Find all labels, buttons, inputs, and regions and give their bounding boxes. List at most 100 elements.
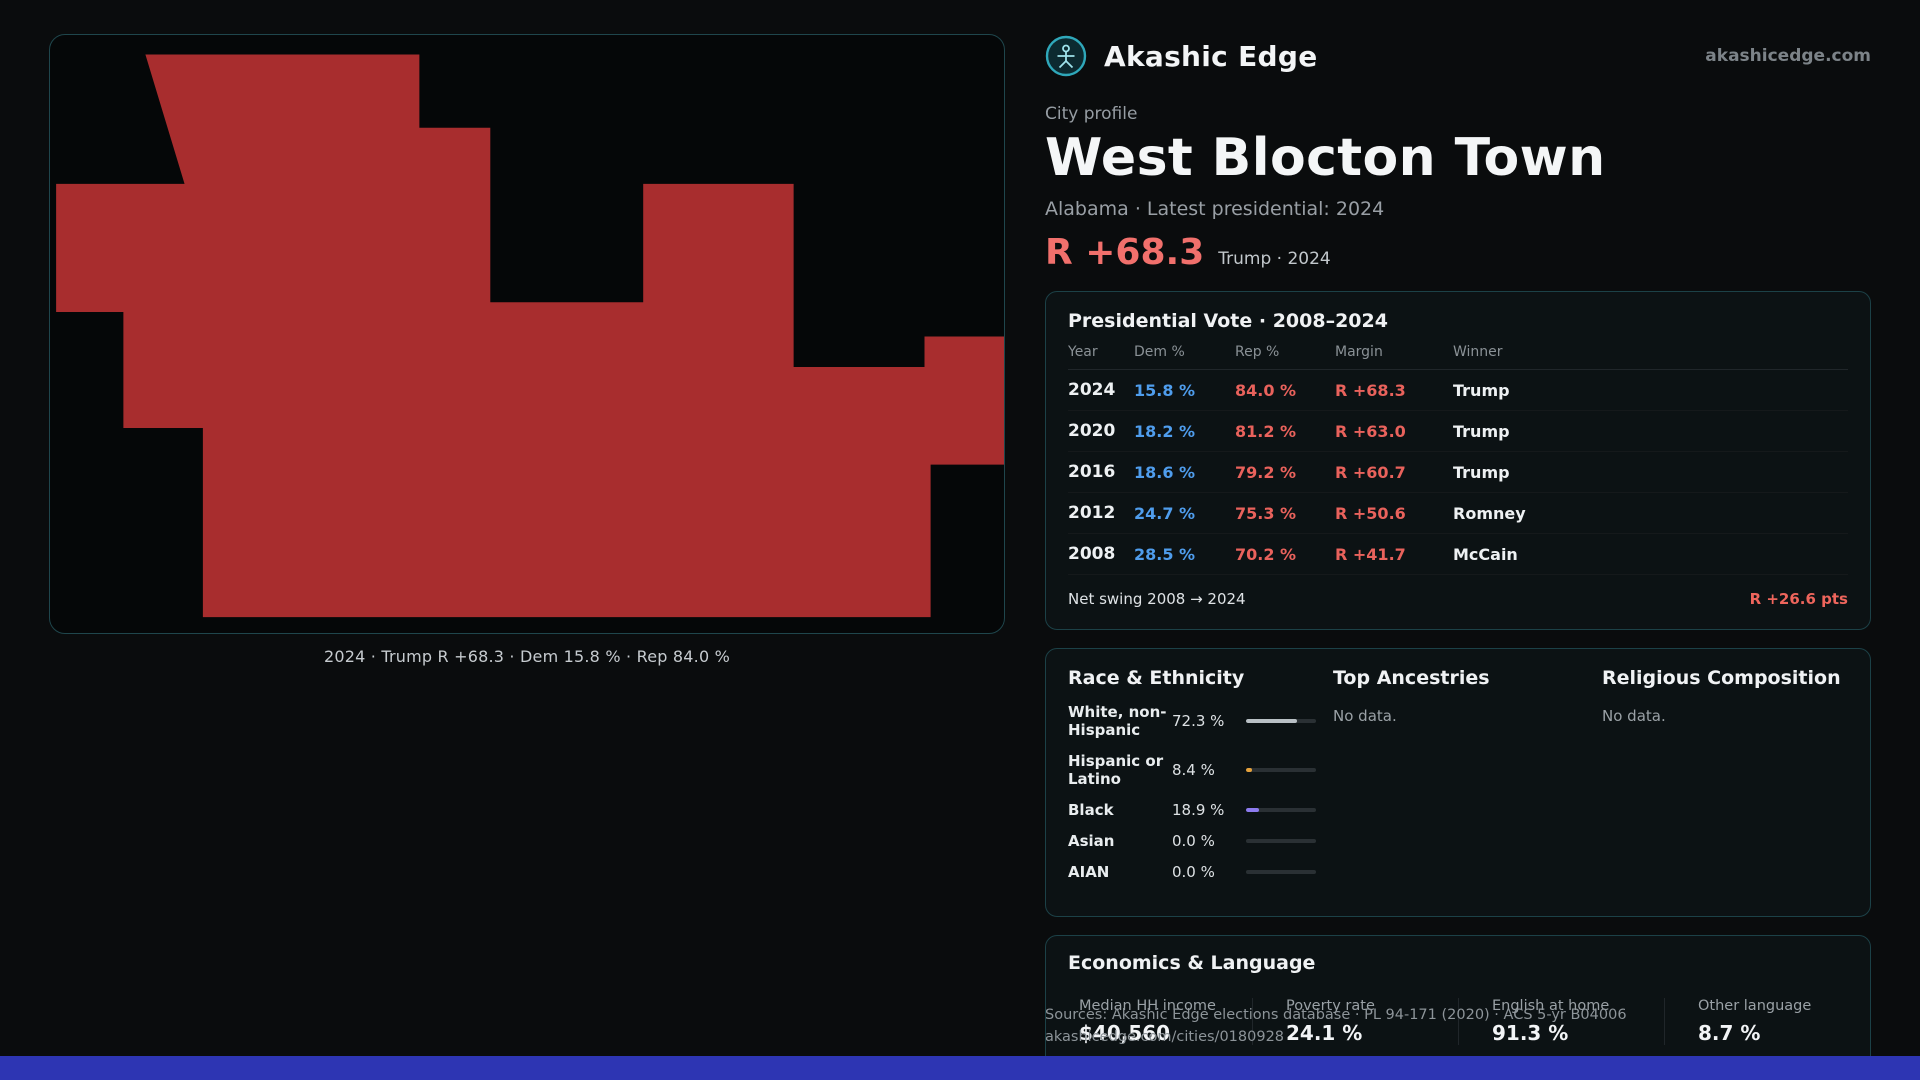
sources-line: Sources: Akashic Edge elections database… [1045,1007,1627,1023]
winner-cell: Trump [1453,421,1510,441]
top-ancestries-section: Top Ancestries No data. [1333,667,1602,894]
race-value: 0.0 % [1172,863,1215,881]
stat-value: 91.3 % [1492,1021,1569,1045]
col-rep: Rep % [1235,344,1280,360]
race-bar-track [1246,870,1316,874]
table-row: 2008 28.5 % 70.2 % R +41.7 McCain [1068,534,1848,575]
net-swing-row: Net swing 2008 → 2024 R +26.6 pts [1068,575,1848,619]
rep-cell: 75.3 % [1235,503,1297,523]
stat-poverty-rate: Poverty rate 24.1 % [1252,998,1458,1045]
ancestries-no-data: No data. [1333,707,1397,725]
list-item: Asian 0.0 % [1068,832,1333,850]
race-label: Hispanic or Latino [1068,752,1164,788]
race-bar-fill [1246,768,1252,772]
footer-url: akashicedge.com/cities/0180928 [1045,1028,1285,1045]
vote-table: Year Dem % Rep % Margin Winner 2024 15.8… [1068,332,1848,619]
dem-cell: 24.7 % [1134,503,1196,523]
stat-label: Poverty rate [1286,998,1375,1014]
list-item: Black 18.9 % [1068,801,1333,819]
headline-margin-note: Trump · 2024 [1218,249,1331,269]
race-label: Asian [1068,832,1115,850]
stat-value: $40,560 [1079,1021,1171,1045]
winner-cell: Trump [1453,380,1510,400]
map-caption: 2024 · Trump R +68.3 · Dem 15.8 % · Rep … [323,647,731,666]
page-subtitle: Alabama · Latest presidential: 2024 [1045,198,1385,220]
headline-margin-value: R +68.3 [1045,232,1205,273]
race-bar-track [1246,808,1316,812]
col-winner: Winner [1453,344,1503,360]
race-value: 8.4 % [1172,761,1215,779]
page-title: West Blocton Town [1045,128,1606,188]
race-label: AIAN [1068,863,1110,881]
col-dem: Dem % [1134,344,1185,360]
table-row: 2020 18.2 % 81.2 % R +63.0 Trump [1068,411,1848,452]
stat-median-hh-income: Median HH income $40,560 [1046,998,1252,1045]
brand-name: Akashic Edge [1104,39,1318,73]
race-label: White, non-Hispanic [1068,703,1167,739]
economics-card: Economics & Language Median HH income $4… [1045,935,1871,1070]
winner-cell: McCain [1453,544,1518,564]
list-item: Hispanic or Latino 8.4 % [1068,752,1333,788]
margin-cell: R +68.3 [1335,380,1406,400]
net-swing-label: Net swing 2008 → 2024 [1068,590,1246,608]
kicker-label: City profile [1045,104,1138,124]
col-margin: Margin [1335,344,1383,360]
year-cell: 2012 [1068,503,1116,523]
sources-footer: Sources: Akashic Edge elections database… [1045,1005,1627,1049]
dem-cell: 18.2 % [1134,421,1196,441]
race-section-title: Race & Ethnicity [1068,667,1245,689]
race-bar-fill [1246,808,1260,812]
profile-panel: Akashic Edge akashicedge.com City profil… [1045,35,1871,1070]
ancestries-section-title: Top Ancestries [1333,667,1490,689]
city-boundary-shape-svg [56,54,1004,618]
year-cell: 2020 [1068,421,1116,441]
margin-cell: R +63.0 [1335,421,1406,441]
akashic-edge-logo-icon [1045,35,1087,77]
city-boundary-polygon [56,54,1004,618]
net-swing-value: R +26.6 pts [1749,590,1848,608]
economics-stats: Median HH income $40,560 Poverty rate 24… [1046,998,1870,1045]
list-item: AIAN 0.0 % [1068,863,1333,881]
vote-table-header: Year Dem % Rep % Margin Winner [1068,332,1848,370]
race-bar-track [1246,768,1316,772]
rep-cell: 79.2 % [1235,462,1297,482]
religion-no-data: No data. [1602,707,1666,725]
table-row: 2024 15.8 % 84.0 % R +68.3 Trump [1068,370,1848,411]
winner-cell: Trump [1453,462,1510,482]
year-cell: 2016 [1068,462,1116,482]
year-cell: 2008 [1068,544,1116,564]
religion-section-title: Religious Composition [1602,667,1841,689]
table-row: 2016 18.6 % 79.2 % R +60.7 Trump [1068,452,1848,493]
race-bar-fill [1246,719,1297,723]
margin-cell: R +60.7 [1335,462,1406,482]
religious-composition-section: Religious Composition No data. [1602,667,1848,894]
rep-cell: 84.0 % [1235,380,1297,400]
race-bar-track [1246,839,1316,843]
rep-cell: 70.2 % [1235,544,1297,564]
stat-english-at-home: English at home 91.3 % [1458,998,1664,1045]
race-label: Black [1068,801,1114,819]
race-value: 18.9 % [1172,801,1225,819]
year-cell: 2024 [1068,380,1116,400]
race-bar-track [1246,719,1316,723]
demographics-card: Race & Ethnicity White, non-Hispanic 72.… [1045,648,1871,917]
stat-value: 8.7 % [1698,1021,1761,1045]
presidential-vote-card: Presidential Vote · 2008–2024 Year Dem %… [1045,291,1871,630]
dem-cell: 18.6 % [1134,462,1196,482]
stat-label: Median HH income [1079,998,1216,1014]
race-rows: White, non-Hispanic 72.3 % Hispanic or L… [1068,703,1333,881]
stat-value: 24.1 % [1286,1021,1363,1045]
race-value: 0.0 % [1172,832,1215,850]
winner-cell: Romney [1453,503,1526,523]
race-ethnicity-section: Race & Ethnicity White, non-Hispanic 72.… [1068,667,1333,894]
city-boundary-map [49,34,1005,634]
list-item: White, non-Hispanic 72.3 % [1068,703,1333,739]
bottom-bar [0,1056,1920,1080]
dem-cell: 15.8 % [1134,380,1196,400]
site-header: Akashic Edge akashicedge.com [1045,35,1871,77]
vote-card-title: Presidential Vote · 2008–2024 [1068,310,1388,332]
col-year: Year [1068,344,1098,360]
margin-cell: R +41.7 [1335,544,1406,564]
margin-cell: R +50.6 [1335,503,1406,523]
